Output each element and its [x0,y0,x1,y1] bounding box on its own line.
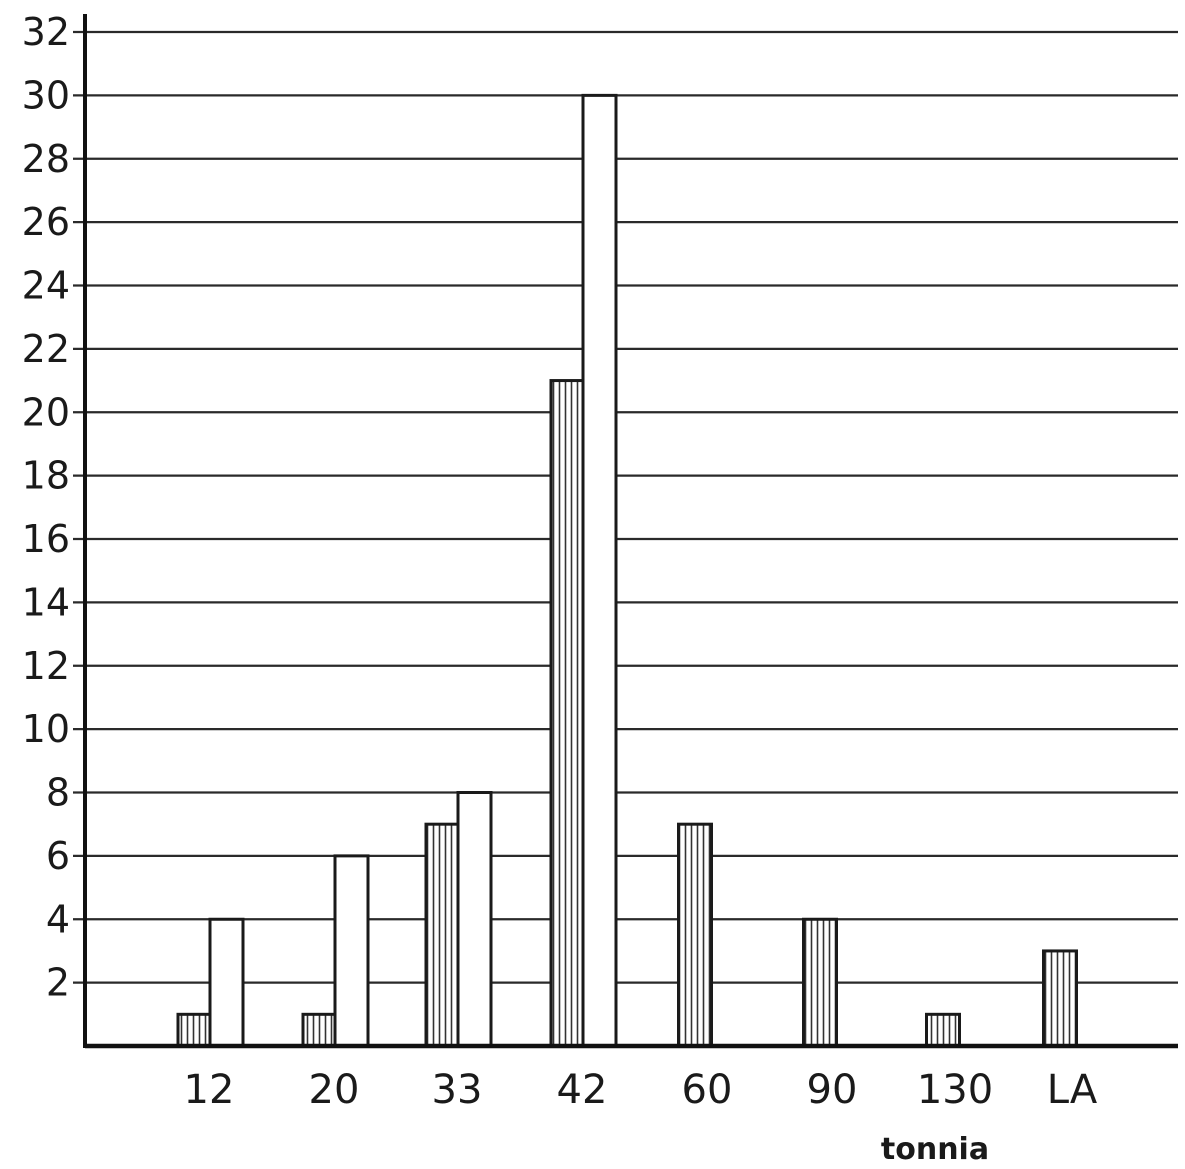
x-category-label: 90 [807,1067,858,1113]
y-tick-label: 2 [46,961,70,1005]
y-tick-label: 10 [22,707,70,751]
bar-60-series-1 [677,822,713,1048]
x-category-label: 20 [309,1067,360,1113]
y-tick-label: 28 [22,137,70,181]
y-tick-label: 30 [22,73,70,117]
y-tick-label: 8 [46,771,70,815]
x-category-label: 60 [682,1067,733,1113]
y-tick-label: 32 [22,10,70,54]
x-category-label: 42 [557,1067,608,1113]
bar-LA-series-1 [1042,949,1078,1048]
bar-90-series-1 [802,917,838,1048]
bar-20-series-1 [301,1012,338,1048]
y-tick-label: 22 [22,327,70,371]
y-tick-label: 24 [22,264,70,308]
bar-42-series-1 [549,379,586,1048]
x-axis-title: tonnia [881,1132,989,1167]
x-category-label: LA [1047,1067,1098,1113]
y-tick-label: 6 [46,834,70,878]
y-tick-label: 4 [46,897,70,941]
y-tick-label: 20 [22,390,70,434]
y-tick-label: 26 [22,200,70,244]
bar-12-series-1 [176,1012,213,1048]
bar-130-series-1 [925,1012,961,1048]
x-axis-labels: 12 20 33 42 60 90 130 LA [184,1067,1098,1113]
bars [176,93,1078,1048]
y-tick-label: 16 [22,517,70,561]
axes [83,14,1178,1049]
gridlines [73,30,1178,984]
y-tick-label: 14 [22,580,70,624]
x-category-label: 130 [917,1067,993,1113]
bar-42-series-2 [581,93,618,1048]
x-category-label: 12 [184,1067,235,1113]
x-category-label: 33 [432,1067,483,1113]
y-tick-label: 18 [22,454,70,498]
bar-12-series-2 [208,917,245,1048]
y-tick-label: 12 [22,644,70,688]
bar-33-series-1 [424,822,461,1048]
bar-33-series-2 [456,791,493,1048]
bar-20-series-2 [333,854,370,1048]
